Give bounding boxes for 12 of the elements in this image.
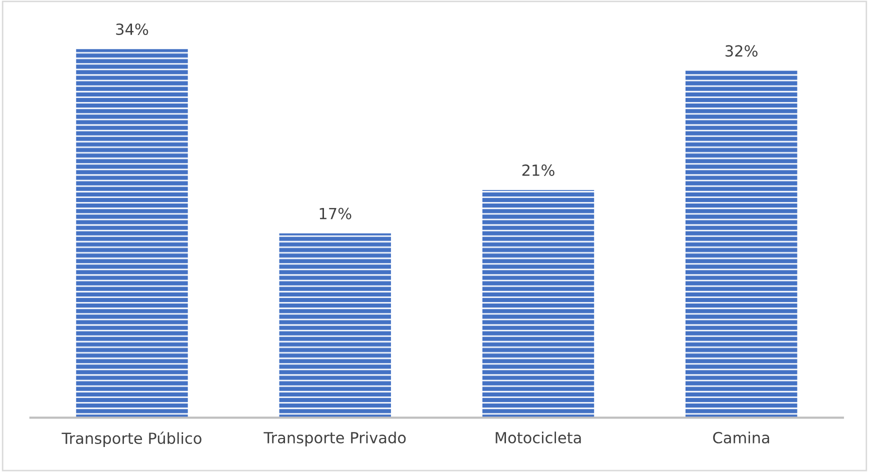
x-tick-label: Motocicleta: [496, 432, 581, 444]
bar: [279, 233, 391, 418]
data-label: 32%: [726, 45, 758, 57]
data-label: 21%: [522, 164, 554, 176]
data-label: 17%: [320, 208, 352, 220]
x-tick-label: Transporte Público: [62, 432, 202, 448]
bar: [482, 190, 594, 418]
bar: [686, 70, 798, 418]
data-label: 34%: [116, 23, 148, 36]
x-tick-label: Camina: [713, 432, 770, 444]
x-tick-label: Transporte Privado: [264, 432, 406, 446]
bar: [76, 49, 188, 418]
